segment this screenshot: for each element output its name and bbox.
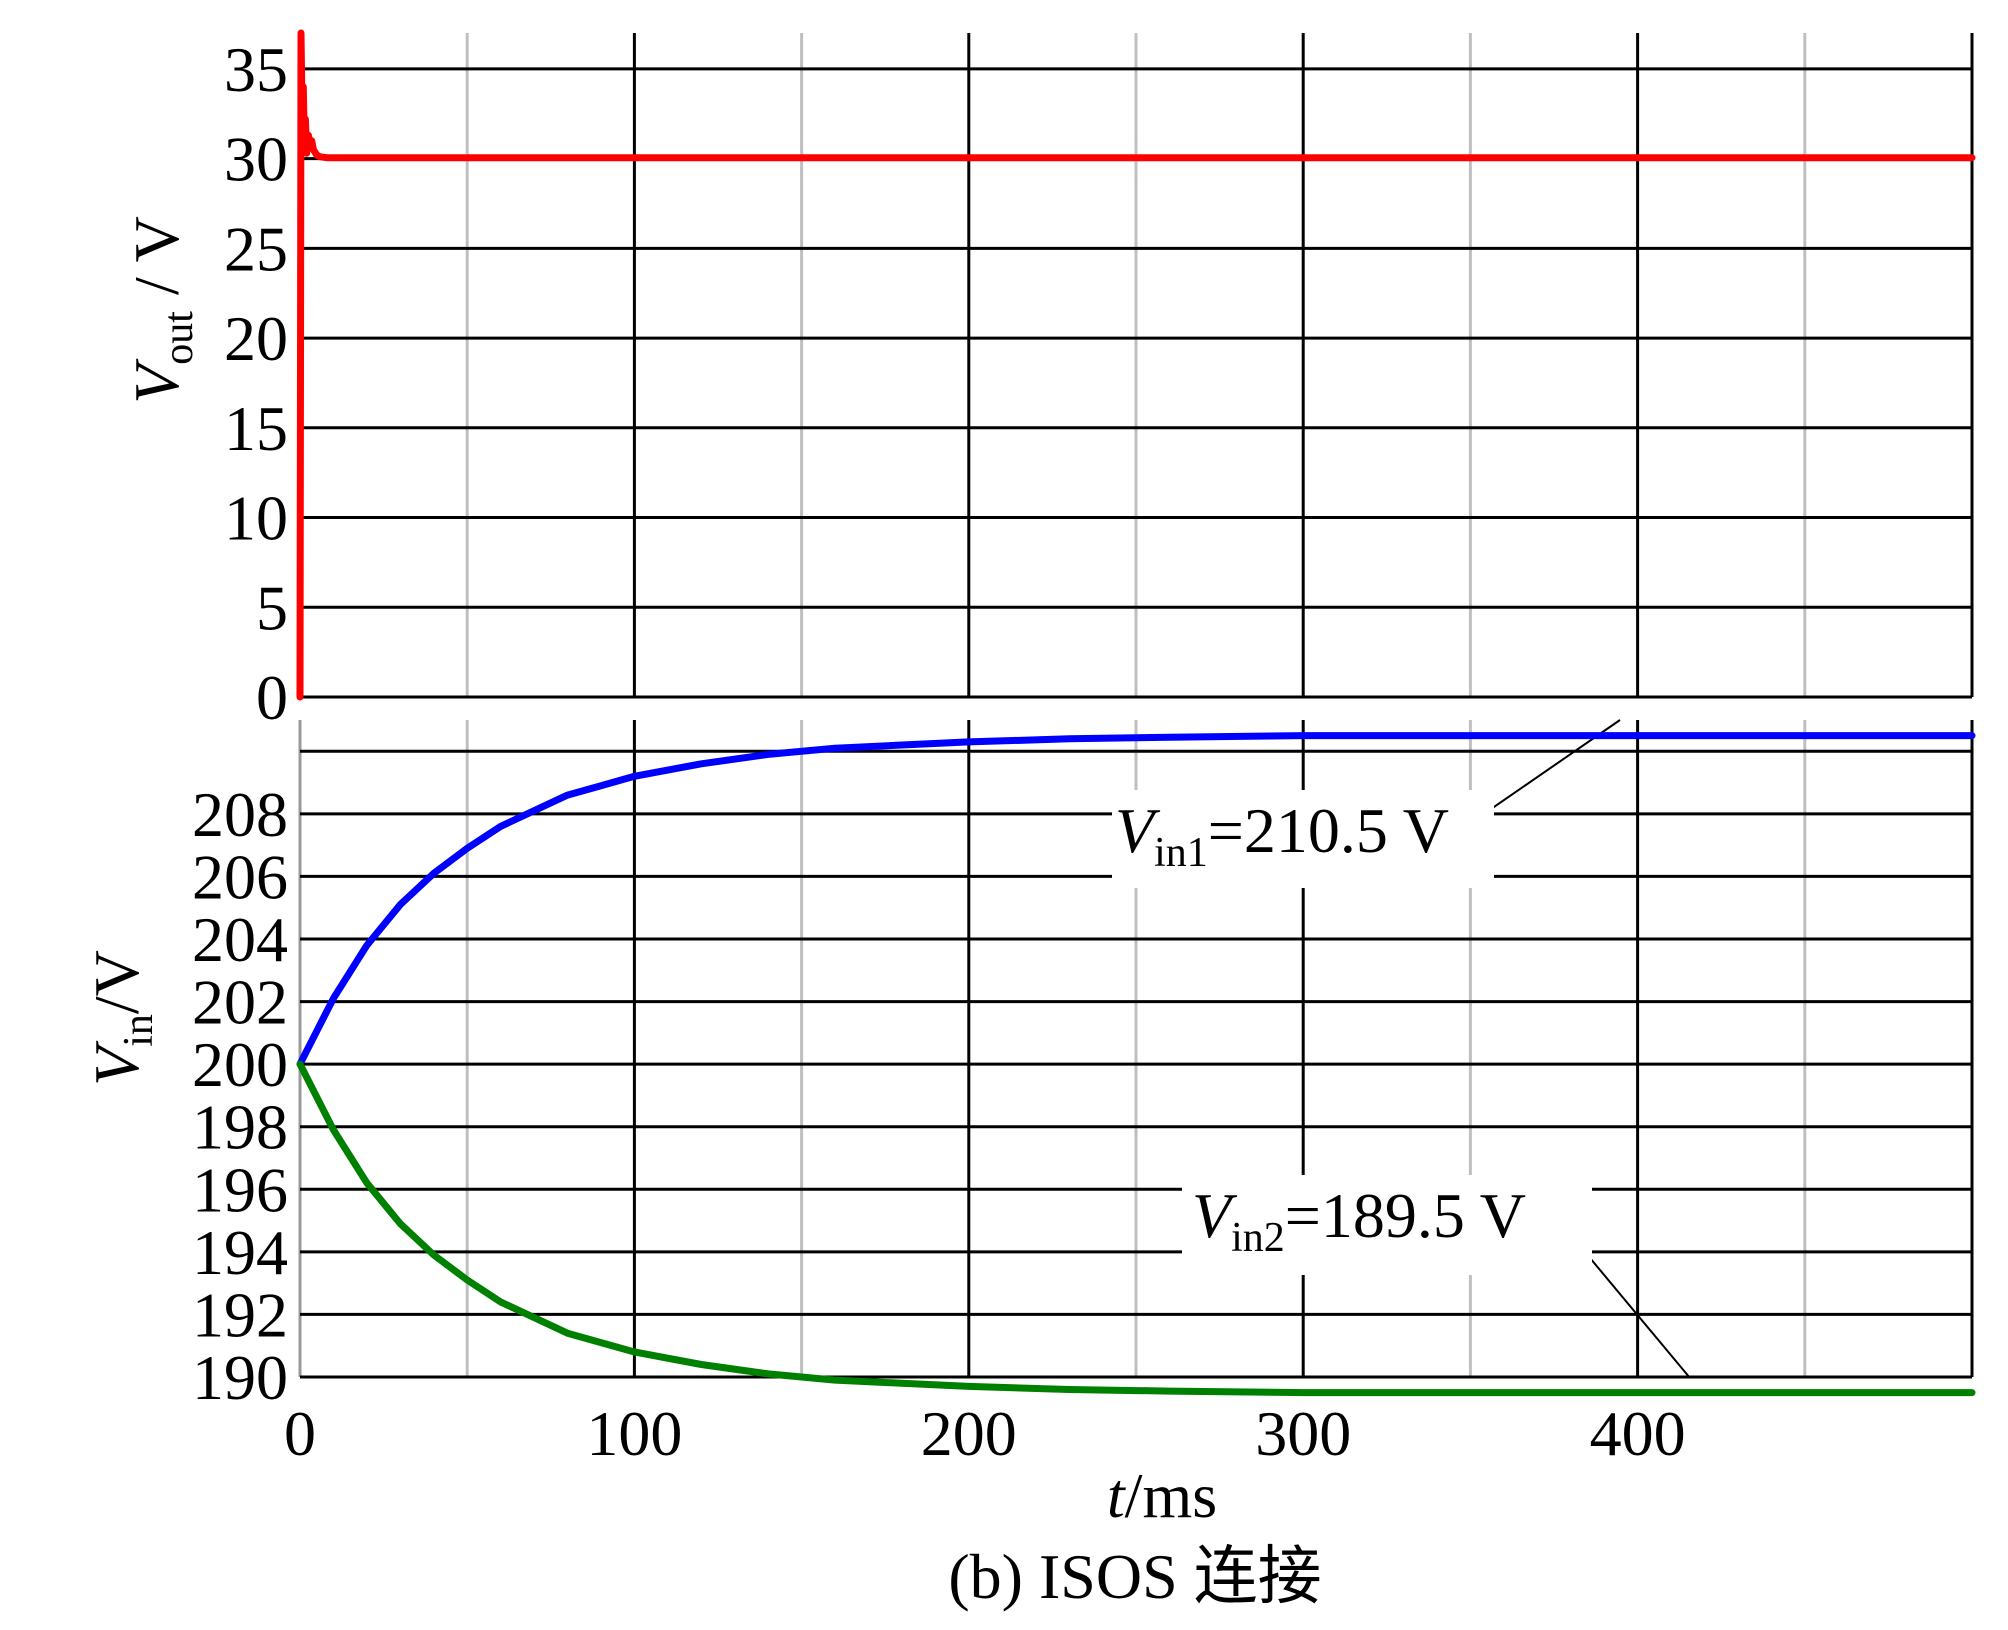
bottom-panel: Vin1=210.5 V Vin2=189.5 V 19019219419619…: [81, 719, 1976, 1531]
top-grid: [298, 33, 1974, 699]
bottom-plot-lines: [296, 732, 1976, 1397]
top-y-tick-labels: 0 5 10 15 20 25 30 35: [224, 34, 288, 733]
vin1-annotation-bg: [1112, 790, 1494, 888]
y-tick-label: 0: [256, 662, 288, 733]
y-tick-label: 198: [192, 1092, 288, 1163]
y-tick-label: 25: [224, 213, 288, 284]
x-axis-label: t/ms: [1107, 1460, 1217, 1531]
y-tick-label: 5: [256, 572, 288, 643]
y-tick-label: 35: [224, 34, 288, 105]
y-tick-label: 204: [192, 904, 288, 975]
y-tick-label: 206: [192, 841, 288, 912]
figure-caption: (b) ISOS 连接: [948, 1541, 1321, 1612]
vin2-annotation: Vin2=189.5 V: [1192, 1180, 1526, 1261]
y-tick-label: 196: [192, 1154, 288, 1225]
y-tick-label: 200: [192, 1029, 288, 1100]
y-tick-label: 202: [192, 967, 288, 1038]
x-tick-label: 400: [1590, 1398, 1686, 1469]
x-tick-label: 300: [1255, 1398, 1351, 1469]
y-tick-label: 15: [224, 393, 288, 464]
series-line-0-0: [296, 29, 1976, 701]
y-tick-label: 20: [224, 303, 288, 374]
y-tick-label: 30: [224, 124, 288, 195]
bottom-y-axis-label: Vin/V: [81, 950, 162, 1086]
y-tick-label: 194: [192, 1217, 288, 1288]
vin2-annotation-bg: [1182, 1175, 1592, 1275]
y-tick-label: 190: [192, 1342, 288, 1413]
bottom-x-tick-labels: 0 100 200 300 400: [284, 1398, 1686, 1469]
y-tick-label: 208: [192, 779, 288, 850]
top-y-axis-label: Vout / V: [121, 216, 202, 404]
x-tick-label: 100: [586, 1398, 682, 1469]
y-tick-label: 192: [192, 1279, 288, 1350]
top-plot-lines: [296, 29, 1976, 701]
top-panel: 0 5 10 15 20 25 30 35 Vout / V: [121, 29, 1976, 733]
series-line-1-0: [296, 732, 1976, 1068]
series-line-1-1: [296, 1060, 1976, 1397]
x-tick-label: 200: [921, 1398, 1017, 1469]
vin1-annotation: Vin1=210.5 V: [1115, 795, 1449, 876]
y-tick-label: 10: [224, 483, 288, 554]
x-tick-label: 0: [284, 1398, 316, 1469]
